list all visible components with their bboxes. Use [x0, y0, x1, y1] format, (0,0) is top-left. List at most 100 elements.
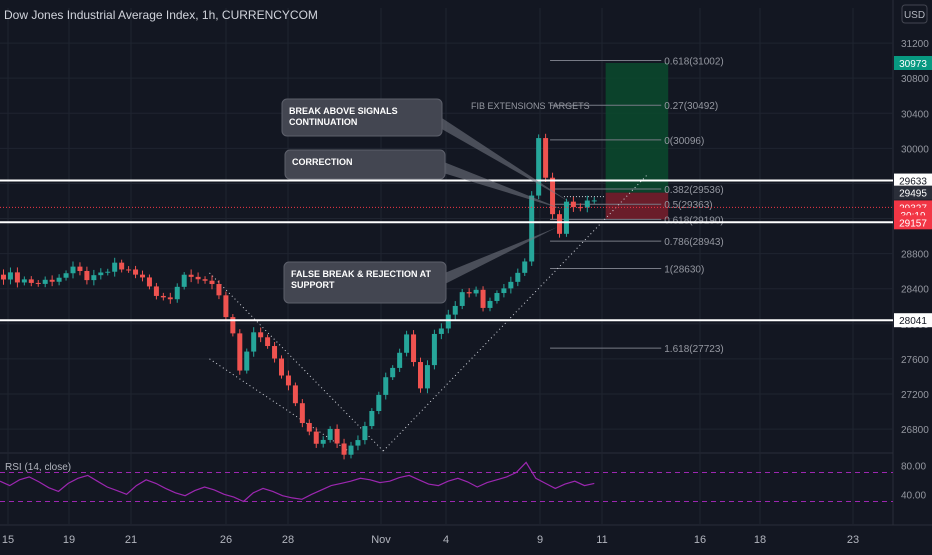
candle-body	[188, 274, 194, 277]
time-tick-label: Nov	[371, 534, 391, 546]
candle-body	[258, 332, 264, 338]
fib-level-label: 0.5(29363)	[664, 200, 712, 211]
price-badge-label: 29495	[899, 189, 927, 200]
loss-zone	[605, 192, 669, 220]
rsi-line	[0, 461, 595, 503]
candle-body	[341, 443, 347, 455]
candle-body	[230, 317, 236, 334]
candle-body	[452, 305, 458, 315]
price-tick-label: 30400	[901, 109, 929, 120]
candle-body	[466, 292, 472, 294]
callout-text: CONTINUATION	[289, 117, 357, 127]
chart-title: Dow Jones Industrial Average Index, 1h, …	[4, 8, 318, 22]
candle-body	[397, 352, 403, 368]
candle-body	[167, 297, 173, 300]
candle-body	[508, 281, 514, 289]
candle-body	[411, 334, 417, 363]
candle-body	[306, 423, 312, 432]
price-badge	[894, 185, 932, 200]
candle-body	[529, 195, 535, 262]
fib-level-label: 0.27(30492)	[664, 101, 718, 112]
callout-pointer	[432, 111, 571, 203]
time-tick-label: 19	[63, 534, 75, 546]
candle-body	[91, 275, 97, 281]
rsi-label: RSI (14, close)	[5, 462, 71, 473]
candle-body	[584, 200, 590, 208]
candle-body	[181, 274, 187, 287]
price-badge	[894, 173, 932, 188]
candle-body	[313, 431, 319, 444]
candle-body	[438, 328, 444, 334]
candle-body	[501, 288, 507, 294]
candle-body	[334, 428, 340, 444]
time-tick-label: 16	[694, 534, 706, 546]
candle-body	[404, 334, 410, 353]
candle-body	[285, 375, 291, 386]
time-tick-label: 23	[847, 534, 859, 546]
price-badge-label: 29157	[899, 218, 927, 229]
candle-body	[84, 270, 90, 281]
callout-box	[281, 98, 443, 137]
candle-body	[265, 337, 271, 347]
callout-text: SUPPORT	[291, 280, 335, 290]
time-tick-label: 28	[282, 534, 294, 546]
candle-body	[445, 314, 451, 329]
callout-text: CORRECTION	[292, 157, 353, 167]
candle-body	[251, 332, 257, 352]
candle-body	[390, 367, 396, 378]
callout-box	[283, 261, 447, 304]
candle-body	[577, 207, 583, 209]
candle-body	[362, 426, 368, 441]
candle-body	[42, 279, 48, 284]
callout-box	[284, 149, 446, 180]
fib-level-label: 0.618(29190)	[664, 215, 724, 226]
price-axis-panel	[893, 0, 932, 550]
candle-body	[70, 266, 76, 274]
fib-level-label: 0(30096)	[664, 136, 704, 147]
candle-body	[473, 289, 479, 294]
candle-body	[133, 269, 139, 275]
rsi-tick-label: 40.00	[901, 490, 926, 501]
candle-body	[56, 277, 62, 282]
candle-body	[77, 266, 83, 271]
price-tick-label: 31200	[901, 39, 929, 50]
candle-body	[327, 428, 333, 440]
candle-body	[35, 282, 41, 284]
price-tick-label: 27200	[901, 390, 929, 401]
profit-zone	[605, 63, 669, 193]
candle-body	[153, 286, 159, 296]
candle-body	[348, 445, 354, 455]
candle-body	[1, 274, 6, 280]
candle-body	[418, 362, 423, 389]
time-tick-label: 21	[125, 534, 137, 546]
candle-body	[459, 292, 465, 306]
candle-body	[494, 293, 500, 301]
callout-text: FALSE BREAK & REJECTION AT	[291, 269, 432, 279]
price-tick-label: 27600	[901, 355, 929, 366]
candle-body	[126, 269, 132, 271]
time-tick-label: 9	[537, 534, 543, 546]
price-badge-label: 30973	[899, 59, 927, 70]
candle-body	[431, 333, 437, 366]
candle-body	[591, 200, 597, 202]
candle-body	[14, 272, 20, 283]
candle-body	[320, 439, 326, 444]
price-tick-label: 28800	[901, 250, 929, 261]
currency-button[interactable]	[901, 4, 928, 24]
price-badge-label: 29633	[899, 177, 927, 188]
fib-level-label: 1(28630)	[664, 265, 704, 276]
candle-body	[570, 201, 576, 208]
candle-body	[98, 272, 104, 276]
candle-body	[21, 279, 27, 283]
candle-body	[550, 177, 556, 215]
candle-body	[355, 440, 361, 446]
candle-body	[543, 138, 549, 178]
price-badge	[894, 56, 932, 71]
candle-body	[515, 272, 521, 282]
candle-body	[299, 403, 305, 424]
fib-level-label: 0.786(28943)	[664, 237, 724, 248]
currency-button-label: USD	[904, 10, 925, 21]
price-badge	[894, 313, 932, 328]
